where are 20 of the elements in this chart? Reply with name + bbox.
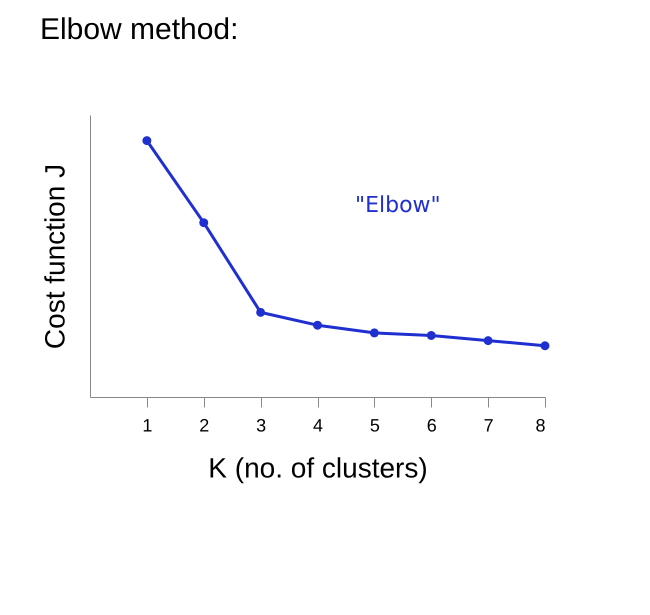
x-tick-label: 4 [312,416,324,436]
point [199,218,208,228]
x-tick-label: 8 [535,416,546,436]
x-tick-label: 1 [142,416,152,436]
x-tick-label: 6 [426,416,437,436]
annotation: "Elbow" [355,193,441,218]
point [540,341,550,350]
x-tick-label: 5 [370,416,380,436]
x-axis-title: K (no. of clusters) [208,452,428,484]
point [313,320,322,330]
point [484,336,493,346]
x-tick-label: 2 [199,416,210,436]
point [370,328,379,338]
point [142,136,152,146]
x-tick-label: 3 [256,416,266,436]
y-axis-title: Cost function J [40,164,70,350]
x-tick-label: 7 [484,416,494,436]
chart-title: Elbow method: [40,13,238,46]
point [426,331,436,340]
point [256,308,266,317]
